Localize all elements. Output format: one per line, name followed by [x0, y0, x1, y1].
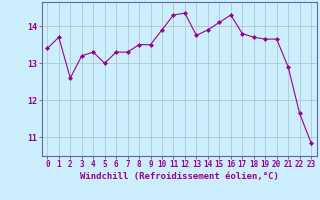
- X-axis label: Windchill (Refroidissement éolien,°C): Windchill (Refroidissement éolien,°C): [80, 172, 279, 181]
